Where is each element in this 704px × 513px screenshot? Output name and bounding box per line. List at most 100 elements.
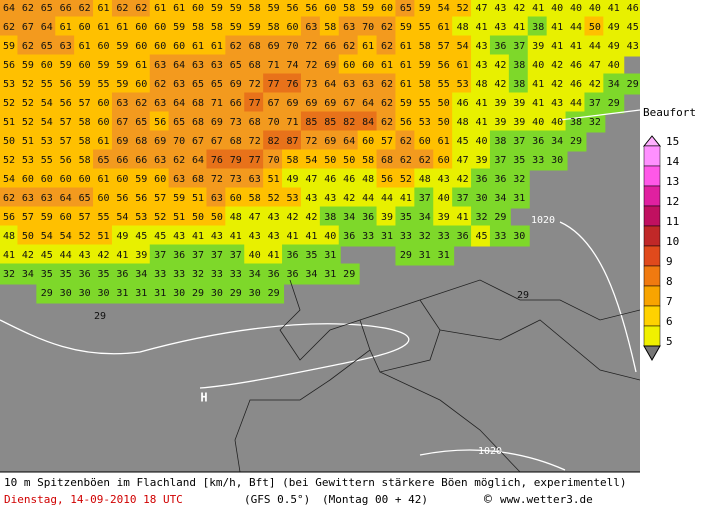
field-cell (111, 244, 133, 266)
field-cell (187, 0, 209, 19)
field-cell (17, 92, 39, 114)
field-cell (74, 73, 96, 95)
value-label: 57 (438, 41, 450, 52)
value-label: 43 (494, 3, 506, 14)
field-cell (565, 0, 587, 19)
field-cell (187, 187, 209, 209)
field-cell (414, 187, 436, 209)
field-cell (36, 282, 58, 304)
field-cell (338, 16, 360, 38)
field-cell (414, 35, 436, 57)
field-cell (244, 225, 266, 247)
value-label: 30 (475, 193, 487, 204)
field-cell (55, 92, 77, 114)
field-cell (338, 54, 360, 76)
value-label: 70 (286, 41, 298, 52)
value-label: 40 (589, 3, 601, 14)
value-label: 73 (230, 117, 242, 128)
field-cell (111, 263, 133, 285)
value-label: 74 (286, 60, 298, 71)
value-label: 62 (154, 79, 166, 90)
value-label: 48 (419, 174, 431, 185)
field-cell (225, 92, 247, 114)
field-cell (0, 168, 20, 190)
value-label: 64 (192, 155, 204, 166)
field-cell (111, 0, 133, 19)
field-cell (130, 130, 152, 152)
field-cell (546, 149, 568, 171)
value-label: 56 (3, 60, 15, 71)
field-cell (93, 130, 114, 152)
field-cell (319, 225, 341, 247)
field-cell (376, 35, 398, 57)
value-label: 54 (3, 174, 15, 185)
field-cell (36, 16, 58, 38)
field-cell (225, 0, 247, 19)
value-label: 31 (513, 193, 525, 204)
field-cell (111, 187, 133, 209)
value-label: 50 (589, 22, 601, 33)
value-label: 58 (192, 22, 204, 33)
value-label: 45 (627, 22, 639, 33)
field-cell (111, 54, 133, 76)
value-label: 43 (438, 174, 450, 185)
field-cell (508, 130, 530, 152)
value-label: 37 (513, 41, 525, 52)
field-cell (149, 92, 171, 114)
field-cell (55, 244, 77, 266)
field-cell (187, 54, 209, 76)
value-label: 29 (192, 288, 204, 299)
footer-copyright: © (484, 493, 492, 508)
field-cell (55, 111, 77, 133)
value-label: 60 (79, 60, 91, 71)
value-label: 69 (324, 60, 336, 71)
value-label: 63 (22, 193, 34, 204)
value-label: 29 (230, 288, 242, 299)
field-cell (376, 225, 398, 247)
field-cell (565, 35, 587, 57)
legend-arrow-bottom (643, 345, 661, 362)
field-cell (357, 92, 379, 114)
field-cell (0, 244, 20, 266)
value-label: 48 (457, 22, 469, 33)
value-label: 84 (362, 117, 374, 128)
value-label: 42 (343, 193, 355, 204)
value-label: 37 (457, 193, 469, 204)
field-cell (527, 35, 549, 57)
field-cell (168, 92, 190, 114)
field-cell (376, 16, 398, 38)
field-cell (0, 0, 20, 19)
field-cell (93, 263, 114, 285)
field-cell (452, 73, 474, 95)
field-cell (300, 168, 322, 190)
field-cell (376, 111, 398, 133)
value-label: 64 (362, 98, 374, 109)
field-cell (565, 16, 587, 38)
value-label: 44 (362, 193, 374, 204)
field-cell (0, 263, 20, 285)
field-cell (584, 16, 606, 38)
value-label: 30 (249, 288, 261, 299)
field-cell (149, 149, 171, 171)
value-label: 68 (249, 60, 261, 71)
field-cell (395, 206, 417, 228)
value-label: 31 (381, 231, 393, 242)
value-label: 62 (3, 22, 15, 33)
field-cell (168, 187, 190, 209)
field-cell (319, 206, 341, 228)
field-cell (149, 16, 171, 38)
value-label: 48 (475, 79, 487, 90)
field-cell (149, 225, 171, 247)
value-label: 76 (286, 79, 298, 90)
field-cell (584, 73, 606, 95)
legend-swatch (643, 265, 661, 287)
value-label: 42 (551, 79, 563, 90)
value-label: 50 (438, 98, 450, 109)
value-label: 60 (97, 41, 109, 52)
field-cell (414, 168, 436, 190)
field-cell (263, 187, 285, 209)
field-cell (244, 206, 266, 228)
value-label: 69 (154, 136, 166, 147)
legend-swatch (643, 325, 661, 347)
field-cell (508, 35, 530, 57)
